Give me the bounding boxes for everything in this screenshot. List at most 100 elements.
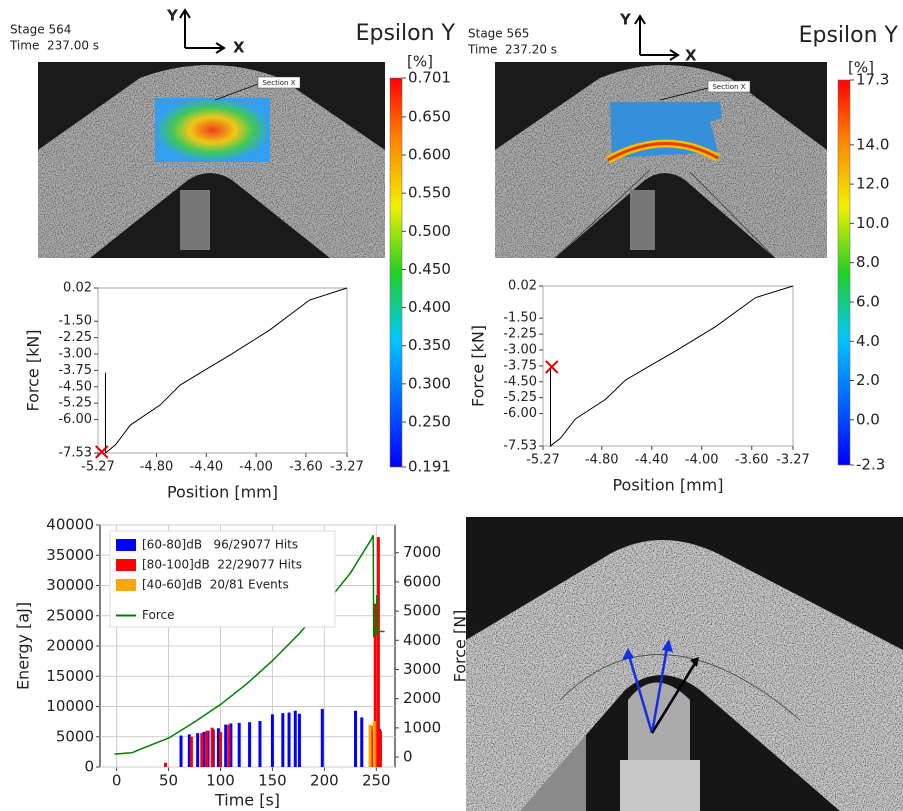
colorbar-tick-label: 0.550: [408, 184, 451, 202]
bar: [210, 727, 214, 767]
legend-label: [80-100]dB 22/29077 Hits: [142, 558, 302, 572]
time-label: Time 237.20 s: [467, 43, 557, 57]
legend-label: [60-80]dB 96/29077 Hits: [142, 538, 298, 552]
y2-tick-label: 2000: [403, 689, 441, 707]
dic-image: [38, 62, 385, 258]
x-tick-label: -3.27: [776, 453, 810, 468]
y-tick-label: 40000: [46, 516, 94, 534]
x-tick-label: -5.27: [526, 453, 560, 468]
colorbar-tick-label: 10.0: [856, 214, 889, 232]
colorbar-tick-label: 0.400: [408, 298, 451, 316]
colorbar: [389, 77, 403, 468]
y-axis-title: Force [kN]: [469, 325, 488, 407]
y-tick-label: -4.50: [503, 374, 537, 389]
x-tick-label: -4.80: [140, 460, 174, 475]
colorbar-tick-label: 12.0: [856, 175, 889, 193]
unit-label: [%]: [407, 53, 433, 71]
y-tick-label: -7.53: [503, 439, 537, 454]
data-line: [550, 285, 794, 448]
legend-swatch: [116, 579, 136, 591]
unit-label: [%]: [848, 59, 874, 77]
bar: [224, 724, 228, 767]
axis-icon: [634, 14, 680, 61]
y-tick-label: -1.50: [58, 314, 92, 329]
bar: [237, 722, 241, 767]
colorbar-tick-label: 0.500: [408, 222, 451, 240]
y2-tick-label: 4000: [403, 631, 441, 649]
x-tick-label: 250: [362, 772, 391, 790]
colorbar: [837, 79, 851, 466]
y-tick-label: -6.00: [503, 406, 537, 421]
axis-icon-label: Y: [619, 11, 632, 29]
legend-label: [40-60]dB 20/81 Events: [142, 578, 289, 592]
bar: [372, 721, 376, 767]
y-tick-label: -4.50: [58, 379, 92, 394]
bar: [320, 708, 324, 767]
colorbar-tick-label: 4.0: [856, 332, 880, 350]
y-tick-label: 30000: [46, 576, 94, 594]
x-tick-label: -3.60: [289, 460, 323, 475]
stage-label: Stage 564: [10, 23, 71, 37]
plot-area: [542, 285, 794, 447]
bar: [297, 713, 301, 767]
y-tick-label: -7.53: [58, 446, 92, 461]
colorbar-tick-label: 0.0: [856, 410, 880, 428]
bar: [360, 717, 364, 767]
bar: [287, 712, 291, 767]
photo: [466, 517, 903, 811]
axis-icon-label: X: [233, 39, 245, 57]
bar: [378, 730, 382, 767]
bar: [281, 713, 285, 767]
colorbar-tick-label: 0.450: [408, 260, 451, 278]
x-axis-title: Position [mm]: [167, 483, 278, 502]
bar: [270, 714, 274, 767]
bar: [227, 724, 231, 767]
y2-tick-label: 3000: [403, 660, 441, 678]
section-label: Section X: [262, 79, 295, 87]
colorbar-tick-label: 0.250: [408, 412, 451, 430]
y-tick-label: -6.00: [58, 412, 92, 427]
colorbar-tick-label: 0.300: [408, 374, 451, 392]
field-title: Epsilon Y: [799, 23, 899, 48]
y2-tick-label: 0: [403, 748, 413, 766]
time-label: Time 237.00 s: [9, 39, 99, 53]
colorbar-tick-label: 0.191: [408, 458, 451, 476]
data-line: [104, 287, 348, 455]
y-tick-label: -2.25: [58, 330, 92, 345]
bar: [248, 722, 252, 767]
bar: [200, 733, 204, 767]
field-title: Epsilon Y: [356, 21, 456, 46]
x-tick-label: 0: [112, 772, 122, 790]
legend-box: [109, 530, 336, 628]
colorbar-tick-label: 2.0: [856, 371, 880, 389]
axis-icon-label: X: [685, 47, 697, 65]
y-tick-label: 35000: [46, 546, 94, 564]
bar: [229, 723, 233, 767]
y2-tick-label: 7000: [403, 543, 441, 561]
colorbar-tick-label: 0.650: [408, 107, 451, 125]
y-tick-label: -2.25: [503, 327, 537, 342]
y2-tick-label: 1000: [403, 718, 441, 736]
bar: [354, 710, 358, 767]
y-tick-label: 20000: [46, 637, 94, 655]
bar: [179, 735, 183, 767]
legend-swatch: [116, 539, 136, 551]
y2-tick-label: 6000: [403, 572, 441, 590]
y-tick-label: 0: [84, 758, 94, 776]
colorbar-tick-label: 8.0: [856, 253, 880, 271]
x-tick-label: -4.00: [239, 460, 273, 475]
y-tick-label: 0.02: [508, 279, 537, 294]
bar: [163, 762, 167, 767]
colorbar-tick-label: 6.0: [856, 292, 880, 310]
bar: [189, 736, 193, 767]
colorbar-tick-label: -2.3: [856, 456, 885, 474]
colorbar-tick-label: 0.701: [408, 69, 451, 87]
x-tick-label: -3.27: [330, 460, 364, 475]
x-tick-label: 50: [159, 772, 178, 790]
bar: [196, 733, 200, 767]
section-label: Section X: [712, 83, 745, 91]
y2-axis-title: Force [N]: [451, 610, 470, 683]
bar: [205, 730, 209, 767]
bar: [216, 728, 220, 767]
